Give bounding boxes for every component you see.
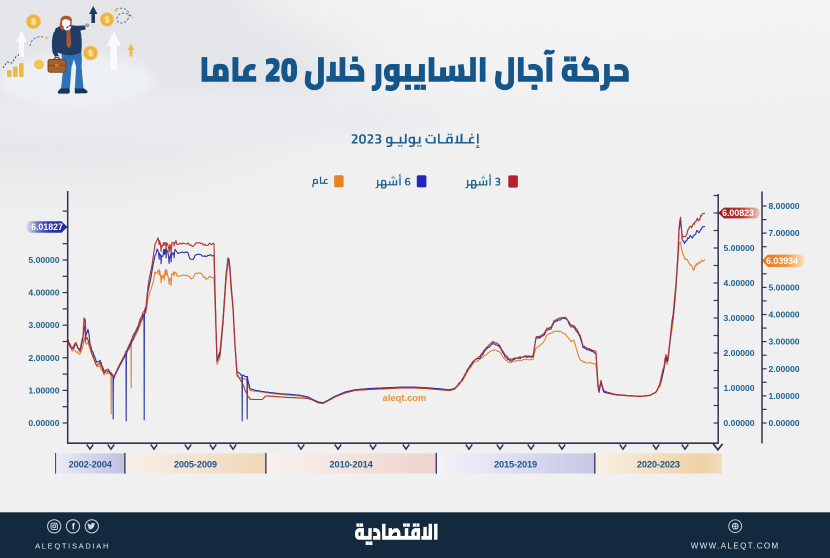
svg-text:ALEQTISADIAH: ALEQTISADIAH — [35, 541, 110, 550]
svg-text:3.00000: 3.00000 — [28, 320, 59, 330]
svg-text:1.00000: 1.00000 — [28, 385, 59, 395]
svg-text:8.00000: 8.00000 — [769, 201, 800, 211]
svg-text:5.00000: 5.00000 — [28, 255, 59, 265]
svg-text:$: $ — [105, 15, 110, 24]
svg-text:2010-2014: 2010-2014 — [330, 459, 374, 469]
svg-text:6.00823: 6.00823 — [722, 208, 754, 218]
svg-text:2.00000: 2.00000 — [769, 364, 800, 374]
svg-text:3.00000: 3.00000 — [724, 313, 755, 323]
svg-text:WWW.ALEQT.COM: WWW.ALEQT.COM — [691, 541, 780, 550]
svg-text:2005-2009: 2005-2009 — [174, 459, 217, 469]
svg-text:aleqt.com: aleqt.com — [383, 392, 427, 403]
svg-text:5.00000: 5.00000 — [724, 243, 755, 253]
svg-text:5.00000: 5.00000 — [769, 282, 800, 292]
svg-text:0.00000: 0.00000 — [724, 418, 755, 428]
svg-text:2002-2004: 2002-2004 — [69, 459, 113, 469]
svg-text:1.00000: 1.00000 — [724, 383, 755, 393]
svg-text:2020-2023: 2020-2023 — [637, 459, 680, 469]
svg-text:2.00000: 2.00000 — [28, 353, 59, 363]
svg-text:3.00000: 3.00000 — [769, 337, 800, 347]
svg-text:0.00000: 0.00000 — [769, 418, 800, 428]
svg-text:$: $ — [31, 18, 36, 27]
svg-text:$: $ — [88, 49, 93, 58]
svg-text:4.00000: 4.00000 — [724, 278, 755, 288]
svg-text:0.00000: 0.00000 — [28, 418, 59, 428]
svg-text:f: f — [72, 522, 76, 533]
svg-text:2015-2019: 2015-2019 — [494, 459, 537, 469]
svg-text:6.03934: 6.03934 — [766, 256, 798, 266]
svg-text:4.00000: 4.00000 — [769, 310, 800, 320]
svg-text:4.00000: 4.00000 — [28, 288, 59, 298]
svg-text:2.00000: 2.00000 — [724, 348, 755, 358]
svg-text:1.00000: 1.00000 — [769, 391, 800, 401]
svg-text:6.01827: 6.01827 — [31, 222, 63, 232]
svg-text:7.00000: 7.00000 — [769, 228, 800, 238]
